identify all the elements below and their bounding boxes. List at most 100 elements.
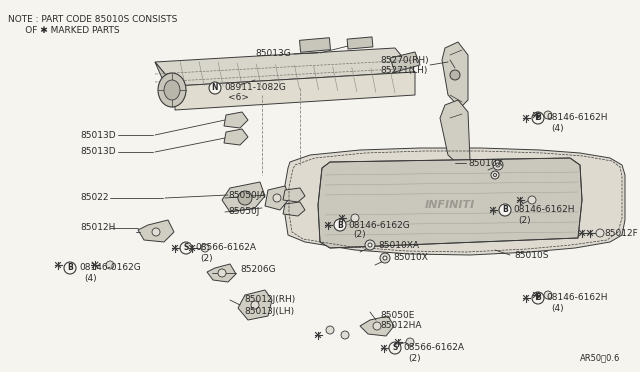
Circle shape (450, 70, 460, 80)
Polygon shape (283, 188, 305, 202)
Circle shape (201, 244, 209, 252)
Circle shape (491, 171, 499, 179)
Text: B: B (535, 113, 541, 122)
Circle shape (389, 342, 401, 354)
Text: 85022: 85022 (80, 193, 109, 202)
Text: (4): (4) (551, 304, 564, 312)
Text: 85012HA: 85012HA (380, 321, 422, 330)
Circle shape (532, 112, 544, 124)
Circle shape (596, 229, 604, 237)
Polygon shape (390, 52, 420, 72)
Circle shape (528, 196, 536, 204)
Circle shape (544, 291, 552, 299)
Circle shape (218, 269, 226, 277)
Text: <6>: <6> (228, 93, 249, 103)
Polygon shape (285, 148, 625, 255)
Text: (2): (2) (518, 215, 531, 224)
Polygon shape (175, 72, 415, 110)
Text: 08911-1082G: 08911-1082G (224, 83, 286, 93)
Text: 85013G: 85013G (255, 48, 291, 58)
Circle shape (365, 240, 375, 250)
Text: 85012J(RH): 85012J(RH) (244, 295, 295, 305)
Text: 85010X: 85010X (393, 253, 428, 263)
Bar (347, 37, 373, 49)
Polygon shape (222, 182, 265, 212)
Text: 85206G: 85206G (240, 266, 276, 275)
Circle shape (152, 228, 160, 236)
Text: 08566-6162A: 08566-6162A (403, 343, 464, 353)
Polygon shape (442, 42, 468, 108)
Polygon shape (318, 158, 582, 248)
Text: 08146-6162H: 08146-6162H (513, 205, 575, 215)
Text: 85013D: 85013D (80, 148, 116, 157)
Text: 85013J(LH): 85013J(LH) (244, 307, 294, 315)
Text: 85050J: 85050J (228, 208, 259, 217)
Text: 85010XA: 85010XA (378, 241, 419, 250)
Polygon shape (155, 48, 415, 86)
Text: 08146-6162H: 08146-6162H (546, 113, 607, 122)
Circle shape (251, 301, 259, 309)
Text: (2): (2) (200, 253, 212, 263)
Text: B: B (337, 221, 343, 230)
Circle shape (341, 331, 349, 339)
Text: N: N (212, 83, 218, 93)
Circle shape (209, 82, 221, 94)
Polygon shape (207, 264, 236, 282)
Polygon shape (224, 129, 248, 145)
Text: 08566-6162A: 08566-6162A (195, 244, 256, 253)
Circle shape (380, 253, 390, 263)
Circle shape (238, 191, 252, 205)
Polygon shape (283, 202, 305, 216)
Circle shape (493, 160, 503, 170)
Circle shape (532, 292, 544, 304)
Text: 85010X: 85010X (468, 158, 503, 167)
Text: B: B (535, 294, 541, 302)
Circle shape (499, 204, 511, 216)
Text: OF ✱ MARKED PARTS: OF ✱ MARKED PARTS (8, 26, 120, 35)
Polygon shape (440, 100, 470, 168)
Polygon shape (155, 62, 185, 108)
Circle shape (544, 111, 552, 119)
Text: AR50⃝0.6: AR50⃝0.6 (580, 353, 620, 362)
Text: (4): (4) (84, 273, 97, 282)
Circle shape (368, 243, 372, 247)
Circle shape (383, 256, 387, 260)
Polygon shape (224, 112, 248, 128)
Text: 85050JA: 85050JA (228, 190, 266, 199)
Bar (300, 38, 330, 52)
Circle shape (351, 214, 359, 222)
Polygon shape (360, 316, 394, 336)
Text: 85270(RH): 85270(RH) (380, 55, 429, 64)
Text: 85271(LH): 85271(LH) (380, 65, 428, 74)
Text: 08146-0162G: 08146-0162G (79, 263, 141, 273)
Text: (4): (4) (551, 124, 564, 132)
Circle shape (496, 163, 500, 167)
Text: 08146-6162H: 08146-6162H (546, 294, 607, 302)
Circle shape (180, 242, 192, 254)
Text: B: B (502, 205, 508, 215)
Text: 08146-6162G: 08146-6162G (348, 221, 410, 230)
Circle shape (326, 326, 334, 334)
Polygon shape (238, 290, 272, 320)
Circle shape (334, 219, 346, 231)
Circle shape (273, 194, 281, 202)
Circle shape (106, 261, 114, 269)
Text: S: S (183, 244, 189, 253)
Text: (2): (2) (353, 231, 365, 240)
Circle shape (406, 338, 414, 346)
Circle shape (64, 262, 76, 274)
Text: 85013D: 85013D (80, 131, 116, 140)
Circle shape (373, 322, 381, 330)
Polygon shape (138, 220, 174, 242)
Text: INFINITI: INFINITI (425, 200, 475, 210)
Text: NOTE : PART CODE 85010S CONSISTS: NOTE : PART CODE 85010S CONSISTS (8, 15, 177, 24)
Ellipse shape (164, 80, 180, 100)
Text: (2): (2) (408, 353, 420, 362)
Text: 85050E: 85050E (380, 311, 414, 321)
Text: 85010S: 85010S (514, 250, 548, 260)
Text: B: B (67, 263, 73, 273)
Circle shape (493, 173, 497, 176)
Polygon shape (265, 186, 290, 210)
Text: 85012H: 85012H (80, 224, 115, 232)
Text: S: S (392, 343, 397, 353)
